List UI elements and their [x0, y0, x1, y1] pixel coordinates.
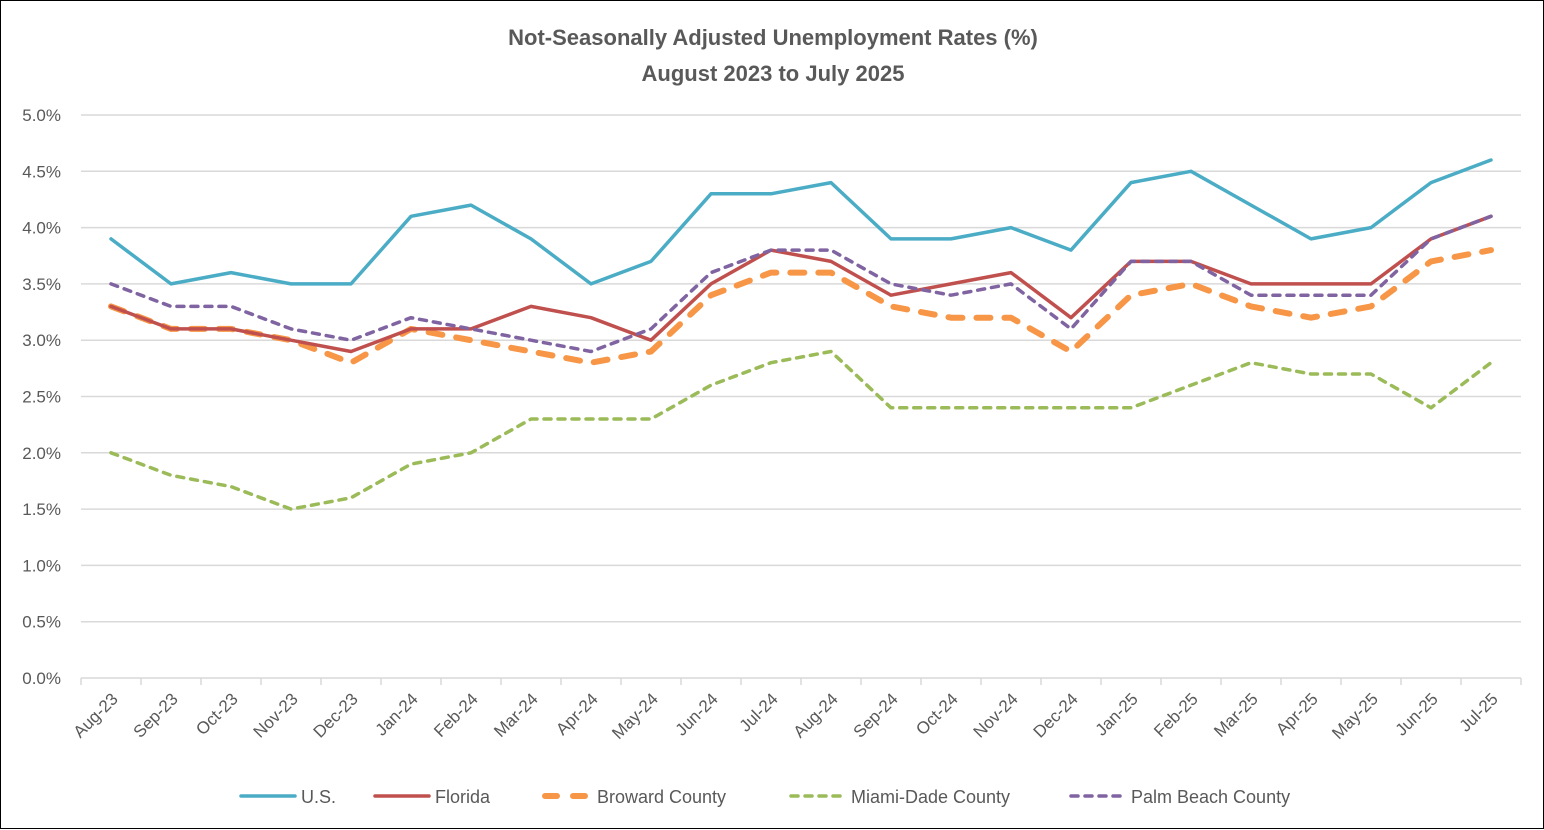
legend-item: Broward County — [542, 787, 726, 807]
x-tick-label: May-24 — [608, 689, 662, 743]
series-line-florida — [109, 214, 1493, 354]
x-tick-label: Jul-25 — [1456, 689, 1502, 735]
x-tick-label: Jun-25 — [1392, 689, 1442, 739]
x-tick-label: Sep-24 — [850, 689, 902, 741]
y-tick-label: 3.0% — [22, 331, 61, 350]
x-tick-label: Apr-24 — [552, 689, 602, 739]
legend: U.S. Florida Broward County Miami-Dade Coun… — [239, 787, 1290, 807]
x-tick-label: Dec-24 — [1030, 689, 1082, 741]
x-tick-label: Mar-25 — [1210, 689, 1262, 741]
y-tick-label: 2.0% — [22, 444, 61, 463]
legend-item: Miami-Dade County — [789, 787, 1010, 807]
x-tick-label: Feb-25 — [1150, 689, 1202, 741]
x-tick-label: Jan-24 — [372, 689, 422, 739]
y-axis: 0.0% 0.5% 1.0% 1.5% 2.0% 2.5% 3.0% 3.5% 4.0% 4.5%… — [22, 106, 61, 688]
y-tick-label: 0.5% — [22, 613, 61, 632]
chart-subtitle: August 2023 to July 2025 — [642, 61, 905, 86]
y-tick-label: 0.0% — [22, 669, 61, 688]
y-tick-label: 5.0% — [22, 106, 61, 125]
legend-label: Broward County — [597, 787, 726, 807]
y-tick-label: 2.5% — [22, 388, 61, 407]
x-tick-label: Oct-23 — [192, 689, 242, 739]
x-tick-label: Mar-24 — [490, 689, 542, 741]
chart-title: Not-Seasonally Adjusted Unemployment Rat… — [508, 25, 1038, 50]
gridlines — [81, 114, 1521, 623]
legend-item: U.S. — [239, 787, 336, 807]
series-line-palm-beach-county — [109, 214, 1493, 354]
legend-label: Florida — [435, 787, 491, 807]
series-line-miami-dade-county — [109, 349, 1493, 511]
y-tick-label: 1.0% — [22, 556, 61, 575]
x-tick-label: Dec-23 — [310, 689, 362, 741]
series-line-u-s — [109, 158, 1493, 286]
x-tick-label: Jan-25 — [1092, 689, 1142, 739]
x-tick-label: Sep-23 — [130, 689, 182, 741]
y-tick-label: 4.0% — [22, 219, 61, 238]
x-tick-label: Oct-24 — [912, 689, 962, 739]
x-tick-label: Nov-24 — [970, 689, 1022, 741]
legend-label: Miami-Dade County — [851, 787, 1010, 807]
y-tick-label: 4.5% — [22, 162, 61, 181]
x-tick-label: Aug-24 — [790, 689, 842, 741]
legend-item: Palm Beach County — [1069, 787, 1290, 807]
series-lines — [108, 158, 1494, 511]
x-tick-label: Jul-24 — [736, 689, 782, 735]
x-tick-label: Jun-24 — [672, 689, 722, 739]
x-tick-label: Nov-23 — [250, 689, 302, 741]
legend-item: Florida — [373, 787, 491, 807]
x-tick-label: Aug-23 — [70, 689, 122, 741]
legend-label: U.S. — [301, 787, 336, 807]
x-tick-label: May-25 — [1328, 689, 1382, 743]
legend-label: Palm Beach County — [1131, 787, 1290, 807]
x-axis: Aug-23 Sep-23 Oct-23 Nov-23 Dec-23 Jan-24 Feb-… — [70, 677, 1522, 743]
x-tick-label: Feb-24 — [430, 689, 482, 741]
y-tick-label: 1.5% — [22, 500, 61, 519]
x-tick-label: Apr-25 — [1272, 689, 1322, 739]
y-tick-label: 3.5% — [22, 275, 61, 294]
series-line-broward-county — [108, 247, 1494, 366]
